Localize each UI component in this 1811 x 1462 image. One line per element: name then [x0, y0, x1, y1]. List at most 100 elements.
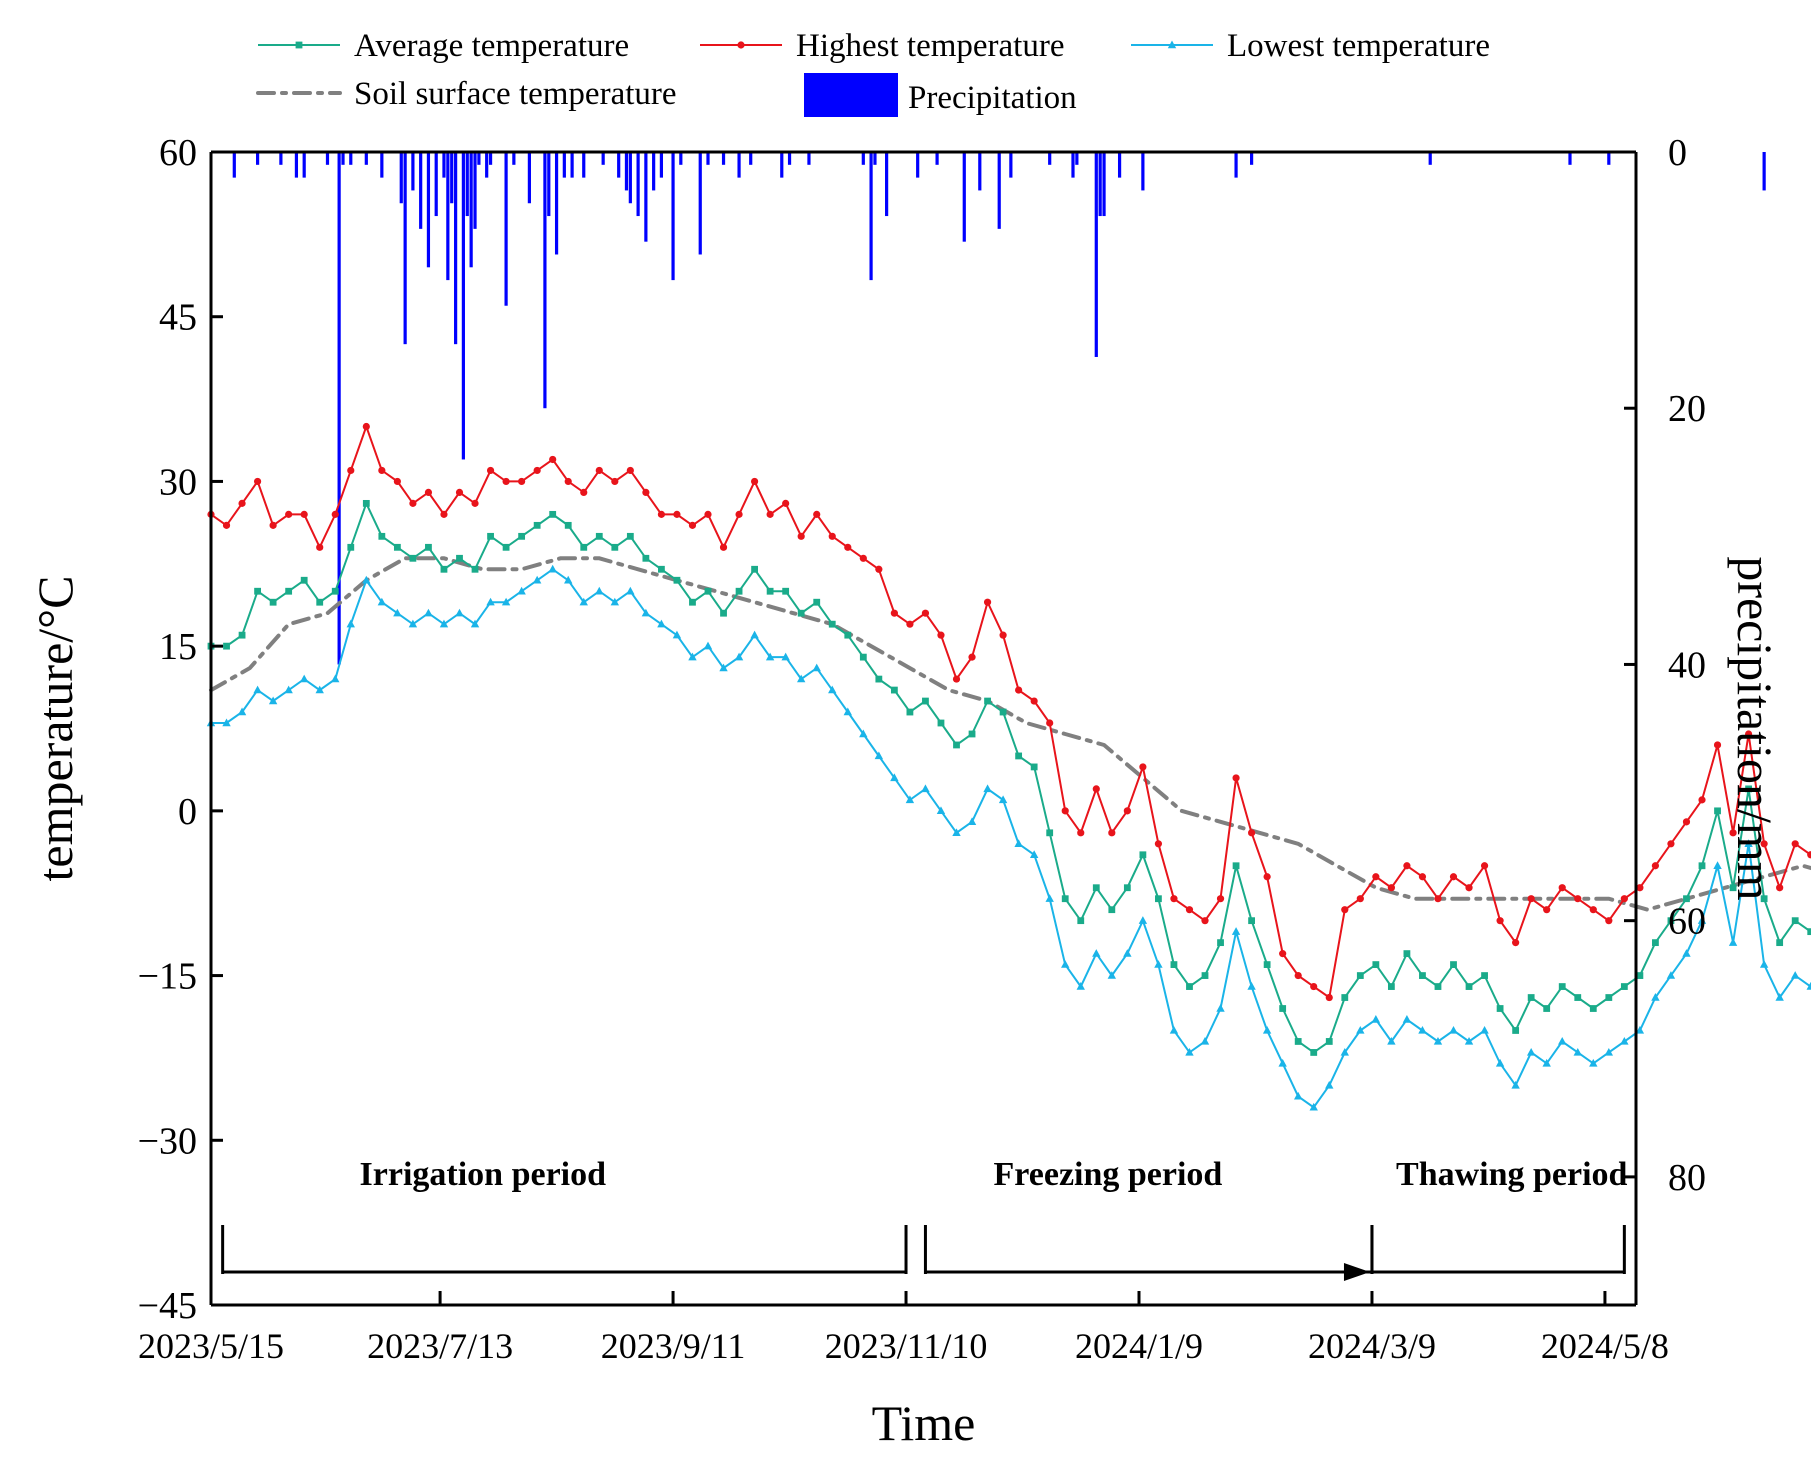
average-temperature-line: [211, 500, 1811, 1054]
precip-bar: [935, 152, 939, 165]
average-temperature-point: [300, 576, 308, 584]
highest-temperature-point: [1341, 906, 1349, 914]
precip-bar: [485, 152, 489, 178]
precip-bar: [426, 152, 431, 268]
highest-temperature-point: [937, 631, 945, 639]
y2-axis-title: precipitation/mm: [1727, 556, 1783, 900]
precip-bar: [652, 152, 656, 191]
y2-tick-label: 0: [1668, 132, 1687, 174]
y2-tick-label: 40: [1668, 644, 1706, 686]
legend-label-lowest-temperature: Lowest temperature: [1227, 28, 1490, 64]
average-temperature-point: [1512, 1027, 1520, 1034]
average-temperature-point: [1543, 1005, 1551, 1012]
precip-bar: [861, 152, 865, 165]
precip-bar: [341, 152, 345, 165]
highest-temperature-point: [222, 521, 231, 529]
average-temperature-point: [828, 620, 836, 628]
precip-bar: [1141, 152, 1145, 191]
highest-temperature-point: [1636, 884, 1644, 892]
lowest-temperature-point: [1495, 1058, 1505, 1067]
lowest-temperature-point: [408, 619, 418, 628]
highest-temperature-point: [1310, 982, 1318, 991]
highest-temperature-point: [1108, 829, 1116, 837]
highest-temperature-point: [642, 488, 650, 497]
legend-item: Soil surface temperature: [256, 76, 677, 112]
highest-temperature-point: [983, 598, 992, 606]
lowest-temperature-point: [470, 619, 480, 628]
precip-bar: [461, 152, 465, 460]
lowest-temperature-point: [1790, 971, 1800, 979]
lowest-temperature-point: [439, 619, 449, 628]
highest-temperature-point: [1046, 719, 1054, 727]
highest-temperature-point: [1791, 840, 1799, 848]
highest-temperature-point: [1651, 862, 1660, 870]
average-temperature-point: [1729, 884, 1737, 892]
average-temperature-point: [844, 631, 852, 639]
average-temperature-point: [1636, 972, 1644, 979]
precip-bar: [1234, 152, 1238, 178]
period-label: Irrigation period: [360, 1156, 607, 1193]
highest-temperature-point: [921, 609, 930, 617]
average-temperature-point: [471, 565, 479, 573]
lowest-temperature-point: [377, 597, 387, 606]
y-tick-label: 30: [159, 461, 197, 503]
average-temperature-point: [1372, 961, 1380, 968]
precip-bar: [1009, 152, 1013, 178]
average-temperature-point: [1745, 785, 1753, 793]
highest-temperature-point: [1154, 840, 1163, 848]
average-temperature-point: [704, 587, 712, 595]
highest-temperature-point: [1279, 950, 1287, 958]
precip-bar: [1071, 152, 1075, 178]
lowest-temperature-point: [393, 608, 402, 617]
average-temperature-point: [1450, 961, 1457, 968]
highest-temperature-point: [1201, 917, 1209, 925]
highest-temperature-point: [316, 543, 324, 551]
highest-temperature-point: [875, 565, 883, 573]
precip-bar: [446, 152, 450, 281]
average-temperature-point: [425, 543, 432, 551]
lowest-temperature-point: [719, 663, 728, 672]
lowest-temperature-point: [1666, 971, 1676, 979]
legend-marker-lowest-temperature: [1167, 40, 1177, 49]
highest-temperature-point: [611, 477, 619, 486]
highest-temperature-point: [704, 510, 712, 518]
lowest-temperature-point: [501, 597, 511, 606]
average-temperature-point: [1123, 884, 1131, 892]
lowest-temperature-point: [1759, 960, 1769, 968]
lowest-temperature-point: [455, 608, 464, 617]
highest-temperature-point: [1077, 829, 1085, 837]
average-temperature-point: [1652, 939, 1659, 947]
highest-temperature-point: [1682, 818, 1691, 826]
highest-temperature-point: [828, 532, 836, 540]
highest-temperature-point: [1589, 906, 1597, 914]
precip-bar: [997, 152, 1001, 229]
x-tick-label: 2024/3/9: [1308, 1326, 1436, 1366]
average-temperature-point: [1015, 752, 1023, 760]
y-tick-label: 45: [159, 297, 197, 339]
temperature-series: [206, 422, 1811, 1111]
legend: Average temperature Highest temperature Lo…: [256, 28, 1490, 117]
lowest-temperature-point: [1092, 949, 1101, 957]
highest-temperature-point: [533, 466, 541, 475]
lowest-temperature-point: [1231, 927, 1241, 935]
legend-label-average-temperature: Average temperature: [354, 28, 629, 64]
highest-temperature-point: [782, 499, 790, 507]
x-tick-label: 2023/5/15: [138, 1326, 284, 1366]
average-temperature-point: [782, 587, 790, 595]
highest-temperature-point: [331, 510, 339, 518]
x-tick-label: 2023/7/13: [367, 1326, 513, 1366]
highest-temperature-point: [440, 510, 448, 518]
average-temperature-point: [1434, 983, 1442, 990]
precip-bar: [403, 152, 407, 345]
average-temperature-point: [1776, 939, 1784, 947]
highest-temperature-point: [1480, 862, 1489, 870]
y2-tick-label: 60: [1668, 901, 1706, 943]
lowest-temperature-point: [1356, 1025, 1365, 1034]
lowest-temperature-point: [1558, 1036, 1567, 1045]
average-temperature-point: [813, 598, 821, 606]
average-temperature-point: [922, 697, 929, 705]
precip-bar: [1568, 152, 1572, 165]
average-temperature-point: [1217, 939, 1224, 947]
average-temperature-point: [1714, 807, 1721, 815]
average-temperature-point: [999, 708, 1007, 716]
